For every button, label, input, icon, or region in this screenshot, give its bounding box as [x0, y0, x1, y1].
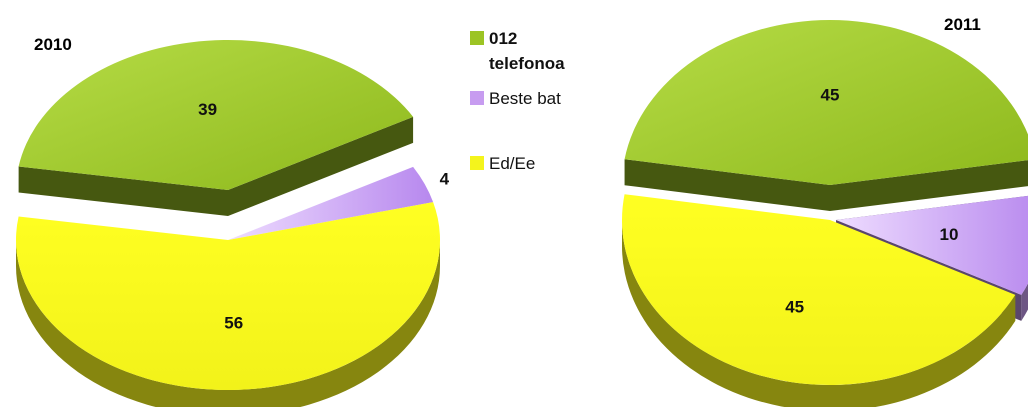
slice-ed-ee-2011 — [622, 194, 1016, 385]
legend-label-beste-bat: Beste bat — [489, 89, 561, 108]
data-label-telefonoa-2011: 45 — [821, 85, 840, 104]
slice-ed-ee-2010 — [15, 202, 440, 390]
slice-cutface-telefonoa-2010-1 — [228, 116, 414, 216]
slice-beste-bat-2011 — [836, 195, 1028, 295]
data-label-beste-bat-2010: 4 — [440, 169, 450, 188]
slice-side-beste-bat-2011-0 — [1021, 283, 1028, 321]
pie-chart-2010: 39 4 56 — [15, 39, 450, 407]
slice-cutface-telefonoa-2011-0 — [624, 159, 830, 211]
legend-label-ed-ee: Ed/Ee — [489, 154, 535, 173]
legend-swatch-beste-bat — [470, 91, 484, 105]
chart-title-2010: 2010 — [34, 35, 72, 54]
slice-beste-bat-2010 — [228, 166, 434, 240]
legend-label-telefonoa-line2: telefonoa — [489, 54, 565, 73]
data-label-telefonoa-2010: 39 — [198, 100, 217, 119]
legend: 012 telefonoa Beste bat Ed/Ee — [470, 29, 565, 173]
data-label-ed-ee-2010: 56 — [224, 313, 243, 332]
data-label-beste-bat-2011: 10 — [940, 225, 959, 244]
legend-swatch-telefonoa — [470, 31, 484, 45]
slice-telefonoa-2010 — [18, 39, 414, 190]
legend-swatch-ed-ee — [470, 156, 484, 170]
legend-label-telefonoa-line1: 012 — [489, 29, 517, 48]
chart-title-2011: 2011 — [944, 15, 981, 34]
slice-cutface-telefonoa-2011-1 — [830, 160, 1028, 211]
slice-telefonoa-2011 — [624, 20, 1028, 185]
data-label-ed-ee-2011: 45 — [785, 297, 804, 316]
pie-chart-2011: 45 10 45 — [622, 20, 1028, 407]
slice-side-ed-ee-2011-0 — [622, 220, 1016, 407]
slice-cutface-telefonoa-2010-0 — [18, 166, 228, 216]
